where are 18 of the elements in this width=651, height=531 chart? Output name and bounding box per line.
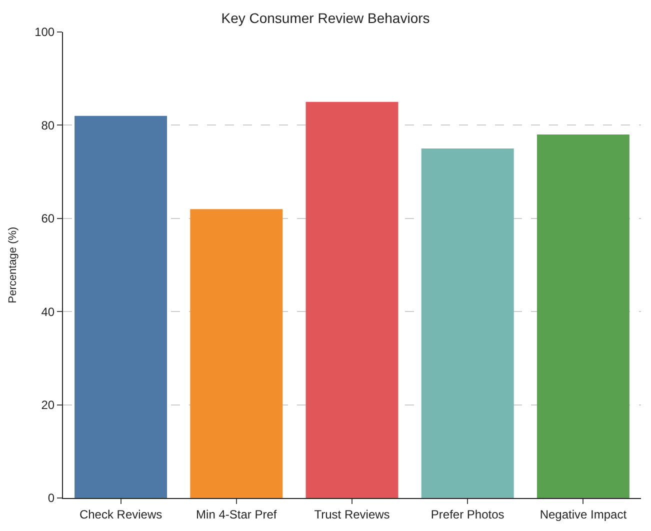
bar xyxy=(74,116,168,498)
y-tick-label: 40 xyxy=(41,304,55,319)
bar xyxy=(190,209,283,498)
x-tick-label: Negative Impact xyxy=(540,507,628,522)
y-tick-label: 20 xyxy=(41,398,55,412)
bar xyxy=(421,148,514,498)
chart-title: Key Consumer Review Behaviors xyxy=(221,10,430,26)
bar xyxy=(306,102,398,498)
bar xyxy=(536,134,630,498)
y-tick-label: 100 xyxy=(34,25,55,40)
x-tick-label: Trust Reviews xyxy=(314,507,390,522)
x-tick-label: Check Reviews xyxy=(79,507,162,522)
x-tick-label: Prefer Photos xyxy=(430,507,504,522)
y-tick-label: 60 xyxy=(41,212,55,226)
y-tick-label: 0 xyxy=(48,491,55,506)
y-tick-label: 80 xyxy=(41,118,55,132)
x-tick-label: Min 4-Star Pref xyxy=(196,507,278,522)
y-axis-title: Percentage (%) xyxy=(7,226,20,304)
